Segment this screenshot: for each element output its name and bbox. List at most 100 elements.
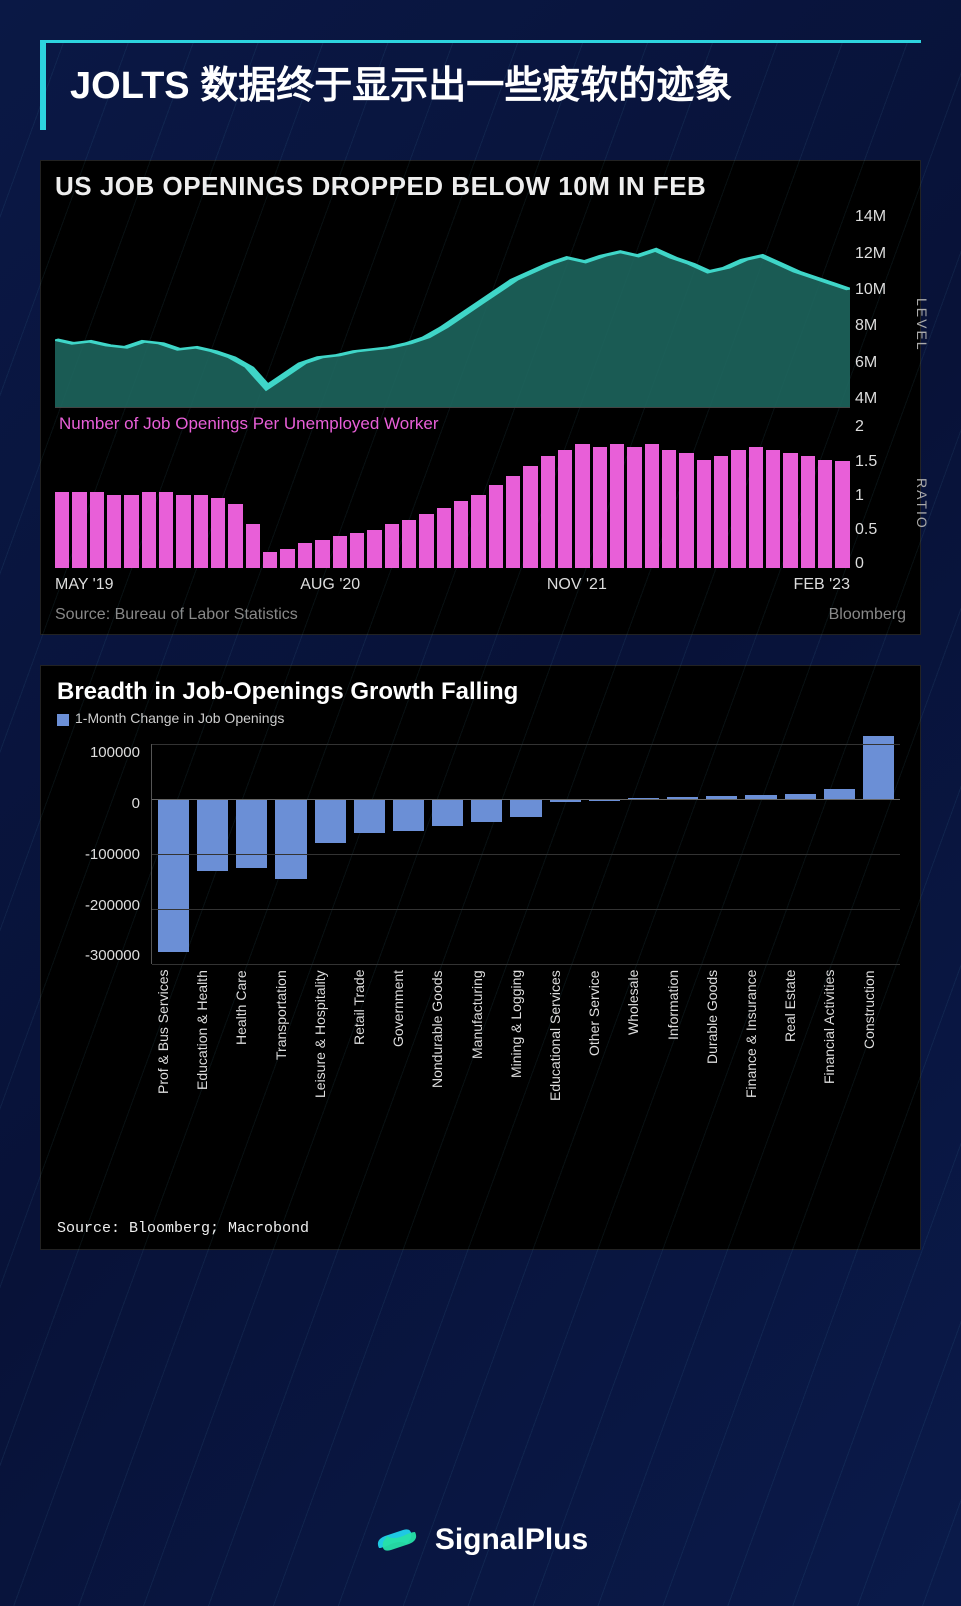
ratio-bar: [593, 447, 607, 569]
bar: [275, 799, 306, 879]
ratio-bar: [107, 495, 121, 569]
brand-logo-icon: [373, 1520, 421, 1560]
ratio-bar: [731, 450, 745, 568]
ytick: 10M: [855, 281, 910, 299]
chart1-upper-axis-label: LEVEL: [914, 298, 930, 352]
ytick: 100000: [41, 744, 140, 761]
ratio-bar: [835, 461, 849, 568]
ytick: 12M: [855, 245, 910, 263]
ratio-bar: [72, 492, 86, 569]
ytick: 0: [41, 795, 140, 812]
chart1-source-right: Bloomberg: [829, 606, 906, 624]
ratio-bar: [506, 476, 520, 569]
area-svg: [55, 208, 850, 407]
ratio-bar: [714, 456, 728, 568]
ratio-bar: [159, 492, 173, 569]
brand-name: SignalPlus: [435, 1523, 588, 1557]
gridline: [152, 799, 900, 800]
chart1-lower-yticks: 21.510.50: [855, 418, 910, 573]
ytick: 14M: [855, 208, 910, 226]
ratio-bar: [558, 450, 572, 568]
ratio-bar: [263, 552, 277, 568]
chart1-lower-bars: [55, 418, 850, 568]
bar: [510, 799, 541, 817]
ytick: -200000: [41, 897, 140, 914]
xtick: FEB '23: [794, 576, 850, 594]
xtick: MAY '19: [55, 576, 114, 594]
ratio-bar: [697, 460, 711, 569]
category-label: Educational Services: [547, 970, 582, 1190]
category-label: Other Service: [586, 970, 621, 1190]
ytick: 1: [855, 487, 910, 505]
ratio-bar: [90, 492, 104, 569]
category-label: Finance & Insurance: [743, 970, 778, 1190]
category-label: Construction: [861, 970, 896, 1190]
category-label: Prof & Bus Services: [155, 970, 190, 1190]
chart-jolts-openings: US JOB OPENINGS DROPPED BELOW 10M IN FEB…: [40, 160, 921, 635]
ratio-bar: [801, 456, 815, 568]
ratio-bar: [142, 492, 156, 569]
category-label: Real Estate: [782, 970, 817, 1190]
category-label: Durable Goods: [704, 970, 739, 1190]
legend-label: 1-Month Change in Job Openings: [75, 710, 284, 726]
chart1-footer: Source: Bureau of Labor Statistics Bloom…: [41, 598, 920, 634]
page-title: JOLTS 数据终于显示出一些疲软的迹象: [70, 61, 901, 112]
xtick: NOV '21: [547, 576, 607, 594]
category-label: Retail Trade: [351, 970, 386, 1190]
category-label: Manufacturing: [469, 970, 504, 1190]
ytick: 0: [855, 555, 910, 573]
ratio-bar: [523, 466, 537, 568]
chart1-title: US JOB OPENINGS DROPPED BELOW 10M IN FEB: [41, 161, 920, 208]
bar: [158, 799, 189, 952]
chart-breadth: Breadth in Job-Openings Growth Falling 1…: [40, 665, 921, 1250]
ratio-bar: [211, 498, 225, 568]
category-label: Wholesale: [625, 970, 660, 1190]
category-label: Information: [665, 970, 700, 1190]
bar: [863, 736, 894, 799]
bar: [197, 799, 228, 871]
ratio-bar: [627, 447, 641, 569]
category-label: Financial Activities: [821, 970, 856, 1190]
brand-row: SignalPlus: [0, 1520, 961, 1560]
page-header: JOLTS 数据终于显示出一些疲软的迹象: [40, 40, 921, 130]
gridline: [152, 964, 900, 965]
bar: [824, 789, 855, 799]
ratio-bar: [679, 453, 693, 568]
ratio-bar: [818, 460, 832, 569]
ratio-bar: [437, 508, 451, 569]
ratio-bar: [749, 447, 763, 569]
ytick: 1.5: [855, 453, 910, 471]
ytick: 8M: [855, 317, 910, 335]
ratio-bar: [541, 456, 555, 568]
category-label: Government: [390, 970, 425, 1190]
ratio-bar: [176, 495, 190, 569]
bar: [393, 799, 424, 831]
ratio-bar: [298, 543, 312, 569]
ratio-bar: [55, 492, 69, 569]
ratio-bar: [194, 495, 208, 569]
ratio-bar: [610, 444, 624, 569]
bar: [471, 799, 502, 822]
ytick: 6M: [855, 354, 910, 372]
bar: [354, 799, 385, 833]
ytick: 0.5: [855, 521, 910, 539]
ytick: 4M: [855, 390, 910, 408]
chart1-upper-area: [55, 208, 850, 408]
category-label: Nondurable Goods: [429, 970, 464, 1190]
ratio-bar: [315, 540, 329, 569]
ratio-bar: [662, 450, 676, 568]
ratio-bar: [385, 524, 399, 569]
ytick: -100000: [41, 846, 140, 863]
ytick: -300000: [41, 947, 140, 964]
chart2-xaxis: Prof & Bus ServicesEducation & HealthHea…: [151, 970, 900, 1190]
gridline: [152, 744, 900, 745]
gridline: [152, 909, 900, 910]
chart2-title: Breadth in Job-Openings Growth Falling: [41, 666, 920, 710]
gridline: [152, 854, 900, 855]
chart1-lower-axis-label: RATIO: [914, 478, 930, 530]
ratio-bar: [419, 514, 433, 568]
ratio-bar: [367, 530, 381, 568]
chart1-xaxis: MAY '19AUG '20NOV '21FEB '23: [55, 576, 850, 594]
chart2-legend: 1-Month Change in Job Openings: [41, 710, 920, 734]
ratio-bar: [333, 536, 347, 568]
